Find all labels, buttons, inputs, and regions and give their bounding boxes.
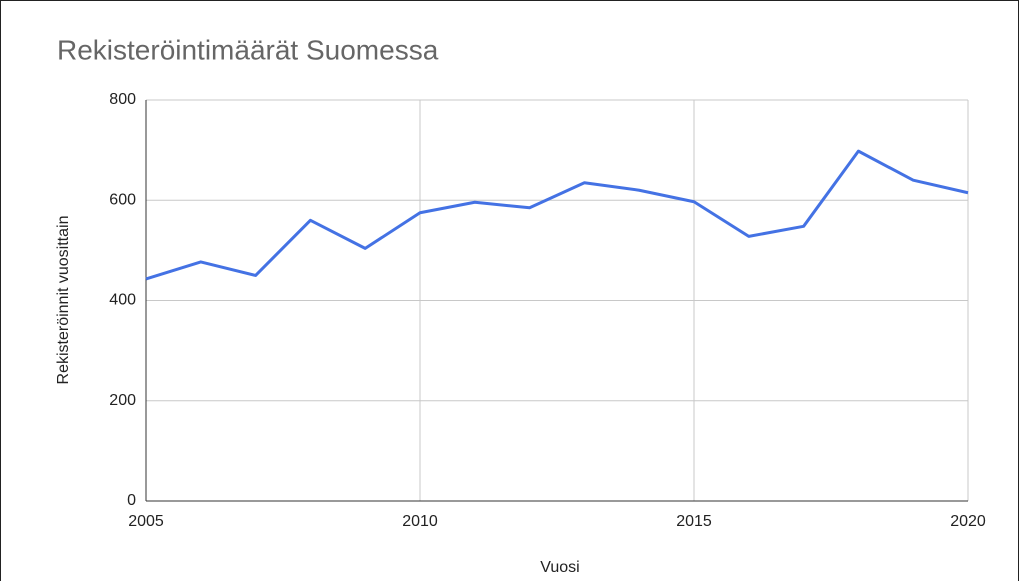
y-tick-label: 600 bbox=[109, 191, 136, 208]
x-axis-label: Vuosi bbox=[540, 559, 579, 576]
y-tick-label: 200 bbox=[109, 392, 136, 409]
x-tick-label: 2005 bbox=[128, 513, 164, 530]
x-tick-label: 2010 bbox=[402, 513, 438, 530]
line-series bbox=[145, 149, 969, 281]
y-tick-label: 400 bbox=[109, 292, 136, 309]
x-tick-label: 2020 bbox=[950, 513, 986, 530]
y-tick-label: 800 bbox=[109, 91, 136, 108]
y-axis-label: Rekisteröinnit vuosittain bbox=[55, 216, 72, 385]
chart-title: Rekisteröintimäärät Suomessa bbox=[57, 34, 439, 65]
x-tick-label: 2015 bbox=[676, 513, 712, 530]
y-tick-label: 0 bbox=[127, 492, 136, 509]
